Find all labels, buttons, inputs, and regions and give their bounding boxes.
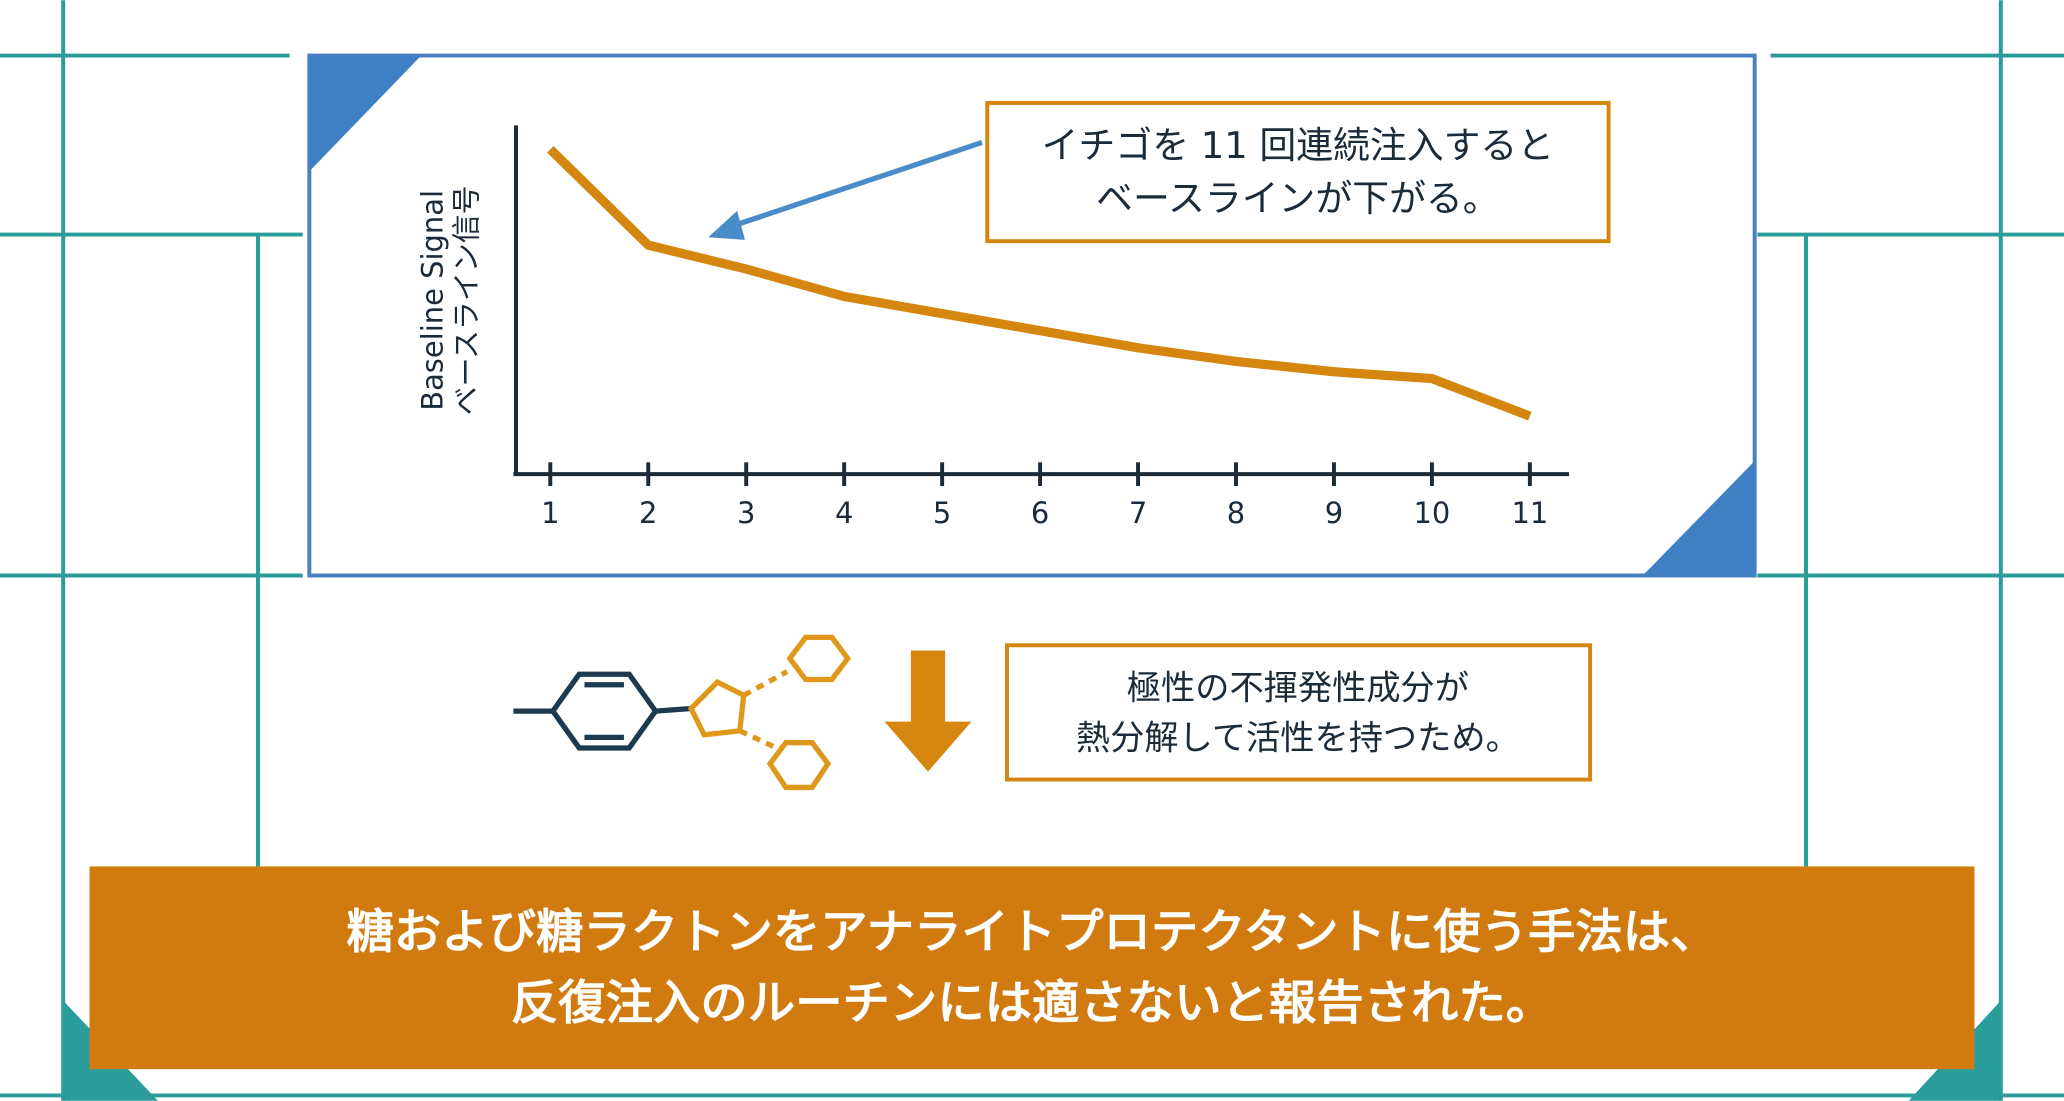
down-arrow	[884, 650, 972, 772]
data-line	[547, 145, 1532, 421]
callout-arrow	[729, 139, 983, 230]
x-tick-label: 8	[1227, 496, 1245, 530]
note-text: 極性の不揮発性成分が	[1127, 669, 1469, 709]
note-text: 熱分解して活性を持つため。	[1076, 719, 1520, 759]
callout-text: ベースラインが下がる。	[1096, 177, 1499, 220]
banner	[89, 866, 1975, 1070]
banner-text: 糖および糖ラクトンをアナライトプロテクタントに使う手法は、	[346, 905, 1717, 960]
x-tick-label: 5	[933, 496, 951, 530]
molecule	[513, 634, 852, 791]
callout-box	[985, 100, 1611, 244]
y-axis-label: Baseline Signal ベースライン信号	[415, 185, 483, 415]
callout-arrowhead	[708, 210, 746, 240]
callout-text: イチゴを 11 回連続注入すると	[1042, 124, 1554, 167]
x-tick-label: 1	[541, 496, 559, 530]
banner-text: 反復注入のルーチンには適さないと報告された。	[511, 976, 1553, 1031]
x-tick-label: 6	[1031, 496, 1049, 530]
x-tick-label: 9	[1325, 496, 1343, 530]
x-tick-label: 10	[1414, 496, 1451, 530]
y-axis-label-line: Baseline Signal	[415, 190, 449, 411]
x-tick-label: 4	[835, 496, 853, 530]
note-box	[1005, 643, 1593, 782]
x-tick-label: 2	[639, 496, 657, 530]
corner-accent	[1642, 460, 1755, 576]
y-axis-label-line: ベースライン信号	[450, 185, 484, 415]
x-tick-label: 11	[1511, 496, 1548, 530]
x-tick-label: 3	[737, 496, 755, 530]
x-tick-label: 7	[1129, 496, 1147, 530]
